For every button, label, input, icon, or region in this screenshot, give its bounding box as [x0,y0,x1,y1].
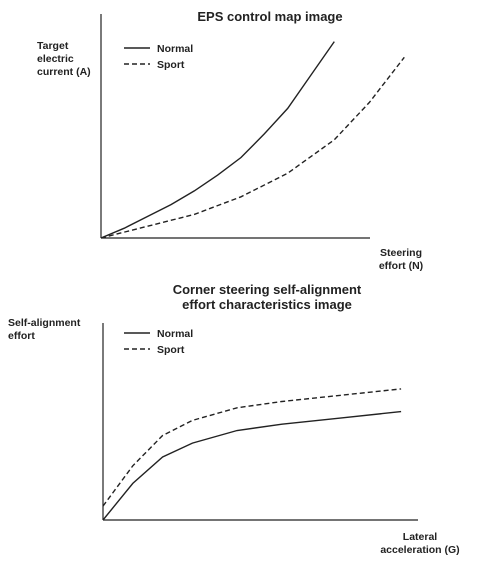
sat-series-line-sport [102,388,402,507]
eps-series-line-normal [100,41,335,239]
eps-series-line-sport [100,56,405,239]
eps-x-axis-label: Steering [380,247,422,259]
eps-y-axis-label: electric [37,53,74,65]
sat-x-axis-label: Lateral [403,531,438,543]
eps-chart-title: EPS control map image [197,9,342,24]
sat-legend-label-sport: Sport [157,344,185,356]
sat-y-axis-label: Self-alignment [8,317,81,329]
sat-chart-title: Corner steering self-alignment [173,282,362,297]
chart-eps-control-map: EPS control map image Targetelectriccurre… [37,9,423,272]
eps-legend-label-normal: Normal [157,43,193,55]
eps-legend-label-sport: Sport [157,59,185,71]
sat-legend-label-normal: Normal [157,328,193,340]
sat-chart-title: effort characteristics image [182,297,352,312]
eps-y-axis-label: current (A) [37,66,91,78]
sat-y-axis-label: effort [8,330,35,342]
sat-x-axis-label: acceleration (G) [380,544,459,556]
sat-series-line-normal [102,410,402,521]
eps-x-axis-label: effort (N) [379,260,423,272]
eps-y-axis-label: Target [37,40,69,52]
